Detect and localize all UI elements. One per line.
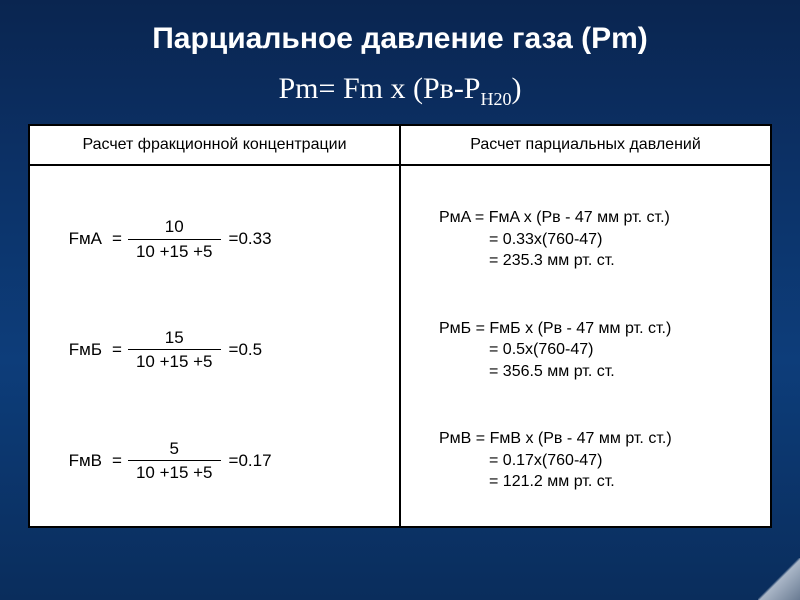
table-header-row: Расчет фракционной концентрации Расчет п…: [30, 126, 770, 166]
fraction: 10 10 +15 +5: [128, 217, 221, 261]
page-curl-icon: [758, 558, 800, 600]
calc-line: = 121.2 мм рт. ст.: [439, 471, 752, 493]
calc-line: = 0.5x(760-47): [439, 339, 752, 361]
calc-line: = 0.33x(760-47): [439, 229, 752, 251]
fraction-lhs: FмВ: [48, 451, 106, 471]
calc-line: = 356.5 мм рт. ст.: [439, 361, 752, 383]
calc-line: PмВ = FмВ x (Pв - 47 мм рт. ст.): [439, 428, 752, 450]
fraction-numerator: 10: [157, 217, 192, 239]
fraction-numerator: 5: [161, 439, 186, 461]
equals-sign: =: [106, 229, 128, 249]
fraction: 5 10 +15 +5: [128, 439, 221, 483]
equals-sign: =: [106, 451, 128, 471]
calc-line: PмA = FмA x (Pв - 47 мм рт. ст.): [439, 207, 752, 229]
fraction-lhs: FмА: [48, 229, 106, 249]
fraction-row: FмВ = 5 10 +15 +5 =0.17: [48, 439, 381, 483]
slide-title: Парциальное давление газа (Pm): [0, 0, 800, 66]
calc-block: PмБ = FмБ x (Pв - 47 мм рт. ст.) = 0.5x(…: [419, 318, 752, 383]
calc-line: PмБ = FмБ x (Pв - 47 мм рт. ст.): [439, 318, 752, 340]
fraction-denominator: 10 +15 +5: [128, 239, 221, 262]
fraction-denominator: 10 +15 +5: [128, 349, 221, 372]
calc-line: = 235.3 мм рт. ст.: [439, 250, 752, 272]
fraction-row: FмА = 10 10 +15 +5 =0.33: [48, 217, 381, 261]
fraction-lhs: FмБ: [48, 340, 106, 360]
formula-rhs-prefix: Fm х (Рв-Р: [343, 72, 481, 105]
fraction-result: =0.33: [221, 229, 272, 249]
fraction: 15 10 +15 +5: [128, 328, 221, 372]
calc-block: PмВ = FмВ x (Pв - 47 мм рт. ст.) = 0.17x…: [419, 428, 752, 493]
header-right: Расчет парциальных давлений: [401, 126, 770, 164]
fraction-denominator: 10 +15 +5: [128, 460, 221, 483]
formula-subscript: Н20: [481, 89, 512, 109]
equals-sign: =: [106, 340, 128, 360]
fraction-numerator: 15: [157, 328, 192, 350]
fraction-result: =0.5: [221, 340, 263, 360]
fraction-result: =0.17: [221, 451, 272, 471]
formula-rhs-suffix: ): [512, 72, 522, 105]
main-formula: Pm= Fm х (Рв-РН20): [0, 66, 800, 124]
calcs-column: PмA = FмA x (Pв - 47 мм рт. ст.) = 0.33x…: [401, 166, 770, 526]
table-body: FмА = 10 10 +15 +5 =0.33 FмБ = 15 10 +15…: [30, 166, 770, 526]
calc-block: PмA = FмA x (Pв - 47 мм рт. ст.) = 0.33x…: [419, 207, 752, 272]
calculation-table: Расчет фракционной концентрации Расчет п…: [28, 124, 772, 528]
header-left: Расчет фракционной концентрации: [30, 126, 401, 164]
fraction-row: FмБ = 15 10 +15 +5 =0.5: [48, 328, 381, 372]
fractions-column: FмА = 10 10 +15 +5 =0.33 FмБ = 15 10 +15…: [30, 166, 401, 526]
calc-line: = 0.17x(760-47): [439, 450, 752, 472]
formula-lhs: Pm: [279, 72, 319, 105]
